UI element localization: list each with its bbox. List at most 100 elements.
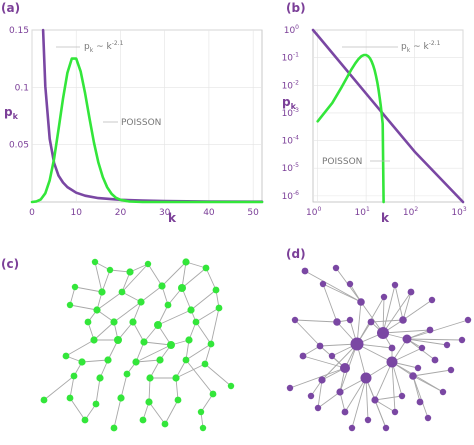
network-c-node (145, 398, 153, 406)
chart-b-ytick: 100 (284, 24, 299, 36)
network-d-edge (322, 283, 362, 303)
network-c-edge (81, 359, 109, 363)
network-c-edge (185, 359, 214, 395)
network-c-node (81, 416, 89, 424)
network-c-node (164, 301, 172, 309)
network-d-node (332, 264, 340, 272)
network-c-node (197, 408, 205, 416)
chart-a-xtick: 20 (115, 208, 127, 218)
chart-a-frame (31, 29, 263, 203)
network-d-edge (370, 319, 404, 323)
network-c-edge (181, 267, 207, 289)
network-d-node (391, 408, 399, 416)
ytick-exp: 0 (295, 24, 299, 31)
network-c-node (93, 306, 101, 314)
network-c-node (78, 358, 86, 366)
network-c-edge (69, 375, 75, 399)
network-d-node (447, 366, 455, 374)
chart-b-ytick: 10-5 (282, 162, 300, 174)
chart-a-ylabel-main: p (4, 105, 13, 119)
ytick-base: 10 (282, 109, 294, 119)
network-d-node (360, 372, 372, 384)
ytick-exp: -6 (293, 190, 299, 197)
ytick-base: 10 (282, 137, 294, 147)
network-c-node (129, 318, 137, 326)
network-c-edge (157, 309, 192, 326)
xtick-exp: 2 (414, 206, 418, 213)
network-c-node (201, 360, 209, 368)
network-c-node (182, 356, 190, 364)
chart-b-line-poisson (316, 53, 385, 204)
panel-label-a: (a) (1, 1, 20, 15)
network-c-edge (195, 307, 220, 323)
network-c-node (123, 370, 131, 378)
network-d-edge (382, 329, 431, 334)
chart-b-ytick: 10-3 (282, 107, 300, 119)
network-d-node (314, 404, 322, 412)
panel-label-b: (b) (286, 1, 306, 15)
network-c-edge (200, 393, 214, 413)
chart-b-xtick: 101 (354, 206, 369, 218)
network-d-node (382, 424, 390, 432)
network-c-edge (113, 397, 122, 429)
network-c-edge (135, 344, 172, 363)
network-d-edge (394, 284, 404, 321)
network-c-node (96, 374, 104, 382)
network-d-edge (365, 377, 369, 421)
network-d-edge (412, 369, 452, 377)
chart-b-annotations: pk ~ k-2.1 POISSON (322, 40, 441, 167)
network-c-node (207, 340, 215, 348)
chart-b-ylabel-main: p (282, 95, 291, 109)
network-c-edge (175, 363, 206, 379)
network-d-node (391, 281, 399, 289)
network-c-node (158, 282, 166, 290)
network-d-edge (294, 319, 321, 347)
network-d-edge (391, 347, 423, 363)
chart-b-xlabel: k (381, 211, 390, 225)
network-d-scale-free (286, 264, 472, 432)
network-c-edge (185, 343, 212, 361)
network-c-edge (94, 261, 103, 293)
network-d-node (357, 298, 365, 306)
network-c-edge (69, 304, 98, 311)
network-c-edge (204, 363, 232, 387)
network-d-edge (412, 375, 429, 419)
powerlaw-label-rest: ~ k (410, 42, 429, 52)
network-c-nodes (40, 258, 235, 432)
network-c-edge (120, 373, 128, 399)
network-c-edge (121, 263, 149, 293)
network-d-edge (382, 291, 412, 334)
ytick-exp: -1 (293, 52, 299, 59)
xtick-exp: 1 (366, 206, 370, 213)
powerlaw-label-p: p (401, 42, 407, 52)
network-d-node (346, 280, 354, 288)
chart-a-series (30, 28, 264, 204)
powerlaw-label-sub: k (407, 47, 411, 54)
chart-a-xtick: 0 (29, 208, 35, 218)
network-d-node (318, 376, 326, 384)
network-d-edge (374, 399, 396, 413)
network-c-node (98, 288, 106, 296)
network-c-node (40, 396, 48, 404)
powerlaw-label-rest: ~ k (93, 42, 112, 52)
network-d-edge (406, 338, 448, 346)
chart-b-grid (313, 29, 464, 202)
chart-a-annotations: pk ~ k-2.1 POISSON (56, 40, 161, 128)
network-d-edge (344, 377, 367, 413)
ytick-exp: -5 (293, 162, 299, 169)
network-d-edge (322, 283, 338, 323)
network-d-edge (402, 291, 412, 321)
network-c-node (118, 288, 126, 296)
chart-b-xtick: 100 (306, 206, 321, 218)
network-c-edge (113, 301, 142, 323)
network-d-node (367, 318, 375, 326)
network-c-edge (95, 377, 101, 405)
network-d-node (364, 416, 372, 424)
network-d-node (350, 337, 364, 351)
network-c-node (212, 286, 220, 294)
network-c-edge (69, 397, 86, 421)
chart-b-ytick: 10-6 (282, 190, 300, 202)
ytick-base: 10 (282, 164, 294, 174)
network-c-node (84, 318, 92, 326)
